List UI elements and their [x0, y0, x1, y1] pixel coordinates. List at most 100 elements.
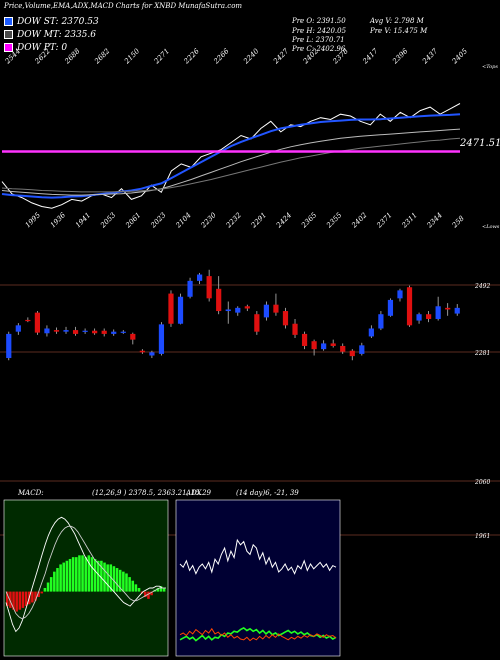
macd-hist-bar [31, 591, 34, 603]
candle-body [139, 350, 145, 353]
macd-label: MACD: [17, 489, 44, 497]
candle-body [282, 311, 289, 326]
macd-hist-bar [49, 577, 53, 592]
candle-body [168, 293, 174, 324]
legend-item: DOW MT: 2335.6 [4, 30, 96, 40]
ema-corner-label: <Tops [482, 64, 498, 70]
candle-body [130, 333, 136, 340]
candle-body [206, 276, 212, 299]
candle-body [225, 309, 231, 312]
macd-hist-bar [156, 587, 160, 592]
price-tick-label: 2402 [350, 211, 369, 230]
stat-pre-volume: Pre V: 15.475 M [370, 27, 428, 35]
candle-body [111, 331, 117, 334]
ema-series-line [1, 137, 461, 193]
candle-body [273, 304, 279, 313]
ema-tick-label: 2405 [450, 47, 469, 66]
macd-hist-bar [128, 577, 131, 592]
macd-hist-bar [53, 571, 56, 592]
price-tick-label: 2230 [199, 211, 218, 230]
price-tick-label: 2061 [124, 211, 143, 230]
ema-tick-label: 2240 [241, 47, 260, 66]
macd-hist-bar [78, 555, 81, 592]
candle-body [92, 330, 98, 334]
candle-body [187, 280, 193, 297]
stat-pre-low: Pre L: 2370.71 [292, 36, 345, 44]
candle-body [158, 324, 165, 354]
ema-tick-label: 2417 [361, 47, 380, 66]
price-level-label: 2281 [474, 350, 490, 357]
candle-body [25, 319, 31, 322]
ema-tick-label: 2682 [92, 47, 111, 66]
candle-body [445, 307, 451, 310]
macd-hist-bar [68, 558, 72, 592]
candle-body [311, 341, 317, 350]
macd-hist-bar [62, 562, 66, 592]
candle-body [44, 328, 50, 334]
adx-panel-frame [175, 499, 341, 657]
price-tick-label: 1936 [49, 211, 68, 230]
stat-avg-volume: Avg V: 2.798 M [370, 17, 424, 25]
legend-label: DOW PT: 0 [17, 43, 68, 53]
candle-body [63, 330, 69, 332]
macd-hist-bar [12, 591, 15, 610]
macd-hist-bar [90, 557, 94, 592]
ema-series-line [1, 113, 461, 199]
candle-body [82, 330, 88, 332]
macd-hist-bar [144, 591, 147, 598]
legend-item: DOW ST: 2370.53 [4, 17, 99, 27]
candle-body [406, 287, 413, 326]
macd-hist-bar [131, 580, 135, 592]
macd-hist-bar [34, 591, 37, 601]
candle-body [216, 288, 222, 312]
stat-pre-close: Pre C: 2402.96 [292, 45, 346, 53]
macd-hist-bar [115, 568, 119, 592]
candle-body [177, 296, 184, 324]
macd-hist-bar [40, 591, 44, 594]
price-tick-label: 2311 [400, 211, 419, 230]
macd-hist-bar [6, 591, 9, 607]
candle-body [149, 352, 155, 356]
macd-hist-bar [21, 591, 25, 608]
price-tick-label: 2344 [425, 211, 444, 230]
price-tick-label: 2023 [149, 211, 168, 230]
macd-hist-bar [15, 591, 18, 612]
ema-tick-label: 2271 [152, 47, 171, 66]
candle-body [53, 330, 60, 332]
candle-body [397, 290, 403, 299]
price-corner-label: <Lows [482, 224, 500, 230]
adx-series-line [179, 627, 337, 642]
ema-tick-label: 2150 [122, 47, 141, 66]
candle-body [6, 333, 12, 359]
candle-body [197, 274, 203, 281]
price-tick-label: 2424 [274, 211, 293, 230]
adx-label: ADX [185, 489, 203, 497]
ema-tick-label: 2226 [182, 47, 201, 66]
ema-tick-label: 2396 [390, 47, 409, 66]
price-level-label: 2060 [474, 479, 490, 486]
macd-hist-bar [122, 571, 125, 592]
ema-tick-label: 2402 [301, 47, 320, 66]
legend-swatch [4, 30, 13, 39]
price-tick-label: 258 [450, 214, 466, 230]
candle-body [254, 314, 260, 332]
macd-hist-bar [93, 558, 97, 592]
macd-hist-bar [84, 557, 87, 592]
candle-body [301, 333, 308, 346]
candle-body [101, 330, 107, 334]
macd-hist-bar [9, 591, 12, 608]
candle-body [72, 330, 79, 334]
macd-hist-bar [37, 591, 40, 598]
price-tick-label: 1941 [74, 211, 92, 229]
candle-body [378, 314, 384, 329]
legend-swatch [4, 17, 13, 26]
ema-tick-label: 2437 [420, 47, 439, 66]
price-tick-label: 2365 [299, 211, 318, 230]
price-level-label: 2492 [474, 283, 490, 290]
macd-hist-bar [59, 564, 62, 592]
candle-body [120, 331, 126, 333]
macd-hist-bar [118, 569, 122, 592]
ema-series-line [1, 103, 461, 209]
candle-body [263, 304, 269, 318]
legend-swatch [4, 43, 13, 52]
